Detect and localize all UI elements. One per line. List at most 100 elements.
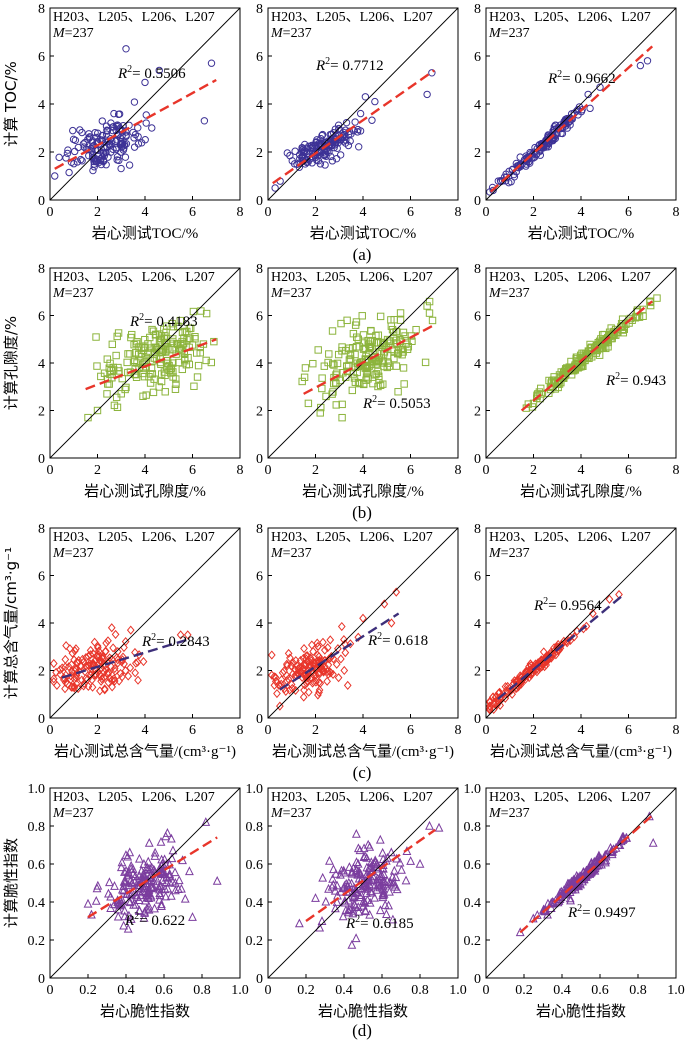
- x-tick-label: 1.0: [231, 983, 249, 998]
- sample-count: M=237: [270, 546, 312, 561]
- data-point: [273, 688, 281, 699]
- y-tick-label: 8: [474, 262, 481, 277]
- y-tick-label: 0.6: [28, 858, 46, 873]
- data-point: [149, 876, 158, 886]
- y-tick-label: 0: [38, 972, 45, 987]
- x-tick-label: 6: [625, 463, 632, 478]
- data-point: [324, 883, 333, 893]
- data-point: [139, 392, 147, 400]
- data-point: [67, 682, 76, 692]
- data-point: [380, 599, 389, 609]
- r-squared-label: R2= 0.5506: [117, 64, 186, 82]
- data-point: [117, 148, 125, 156]
- data-point: [341, 905, 351, 915]
- x-axis-label: 岩心脆性指数: [536, 1002, 626, 1020]
- data-point: [104, 636, 112, 646]
- one-to-one-line: [267, 787, 459, 979]
- data-point: [351, 118, 359, 126]
- x-axis-label: 岩心脆性指数: [318, 1002, 408, 1020]
- y-tick-label: 4: [38, 617, 45, 632]
- data-point: [120, 876, 129, 886]
- x-tick-label: 2: [94, 205, 101, 220]
- y-tick-label: 0: [474, 972, 481, 987]
- data-point: [307, 640, 316, 650]
- y-tick-label: 0: [256, 712, 263, 727]
- y-tick-label: 2: [38, 405, 45, 420]
- scatter-points: [485, 589, 623, 715]
- scatter-points: [298, 297, 437, 422]
- data-point: [320, 645, 329, 655]
- data-point: [359, 852, 369, 862]
- data-point: [141, 890, 151, 899]
- y-tick-label: 0: [474, 194, 481, 209]
- data-point: [353, 858, 363, 868]
- data-point: [131, 130, 140, 139]
- data-point: [126, 625, 135, 635]
- y-tick-label: 6: [256, 50, 263, 65]
- data-point: [568, 876, 578, 885]
- data-point: [306, 660, 314, 670]
- data-point: [376, 381, 385, 390]
- data-point: [338, 347, 346, 355]
- data-point: [267, 650, 276, 660]
- data-point: [291, 685, 300, 696]
- data-point: [375, 834, 385, 844]
- data-point: [106, 141, 114, 150]
- x-tick-label: 6: [407, 463, 414, 478]
- data-point: [139, 859, 149, 868]
- y-tick-label: 8: [256, 2, 263, 17]
- data-point: [103, 126, 111, 134]
- data-point: [354, 335, 363, 343]
- data-point: [578, 876, 587, 886]
- data-point: [158, 875, 167, 885]
- data-point: [146, 864, 156, 874]
- data-point: [530, 148, 538, 156]
- x-tick-label: 0: [483, 723, 490, 738]
- data-point: [396, 309, 405, 317]
- data-point: [78, 654, 87, 664]
- regression-fit-line: [520, 300, 654, 412]
- data-point: [351, 378, 360, 386]
- y-tick-label: 8: [256, 262, 263, 277]
- data-point: [369, 379, 377, 388]
- data-point: [380, 339, 388, 347]
- data-point: [108, 340, 117, 349]
- data-point: [161, 891, 171, 901]
- data-point: [68, 648, 77, 658]
- data-point: [148, 124, 156, 132]
- data-point: [351, 933, 361, 943]
- data-point: [316, 160, 325, 168]
- data-point: [361, 93, 370, 101]
- data-point: [575, 363, 584, 371]
- y-tick-label: 4: [474, 357, 481, 372]
- x-axis-label: 岩心测试总含气量/(cm³·g⁻¹): [54, 743, 236, 760]
- data-point: [201, 817, 211, 826]
- x-tick-label: 2: [530, 205, 537, 220]
- data-point: [144, 904, 154, 914]
- sample-count: M=237: [270, 806, 312, 821]
- x-axis-label: 岩心测试孔隙度/%: [84, 483, 206, 500]
- data-point: [310, 658, 319, 668]
- x-axis-label: 岩心测试TOC/%: [528, 225, 634, 242]
- data-point: [56, 669, 65, 679]
- data-point: [536, 657, 544, 667]
- data-point: [287, 661, 296, 671]
- data-point: [356, 127, 365, 135]
- y-tick-label: 0.8: [28, 820, 46, 835]
- data-point: [113, 332, 121, 341]
- data-point: [119, 920, 129, 930]
- data-point: [354, 906, 364, 916]
- one-to-one-line: [49, 7, 241, 201]
- data-point: [386, 847, 396, 857]
- data-point: [55, 153, 63, 162]
- data-point: [139, 869, 149, 879]
- well-label: H203、L205、L206、L207: [271, 790, 433, 805]
- data-point: [318, 130, 327, 139]
- data-point: [126, 663, 135, 673]
- data-point: [358, 312, 366, 320]
- data-point: [68, 667, 77, 677]
- data-point: [329, 388, 337, 396]
- data-point: [387, 618, 396, 628]
- data-point: [149, 882, 159, 892]
